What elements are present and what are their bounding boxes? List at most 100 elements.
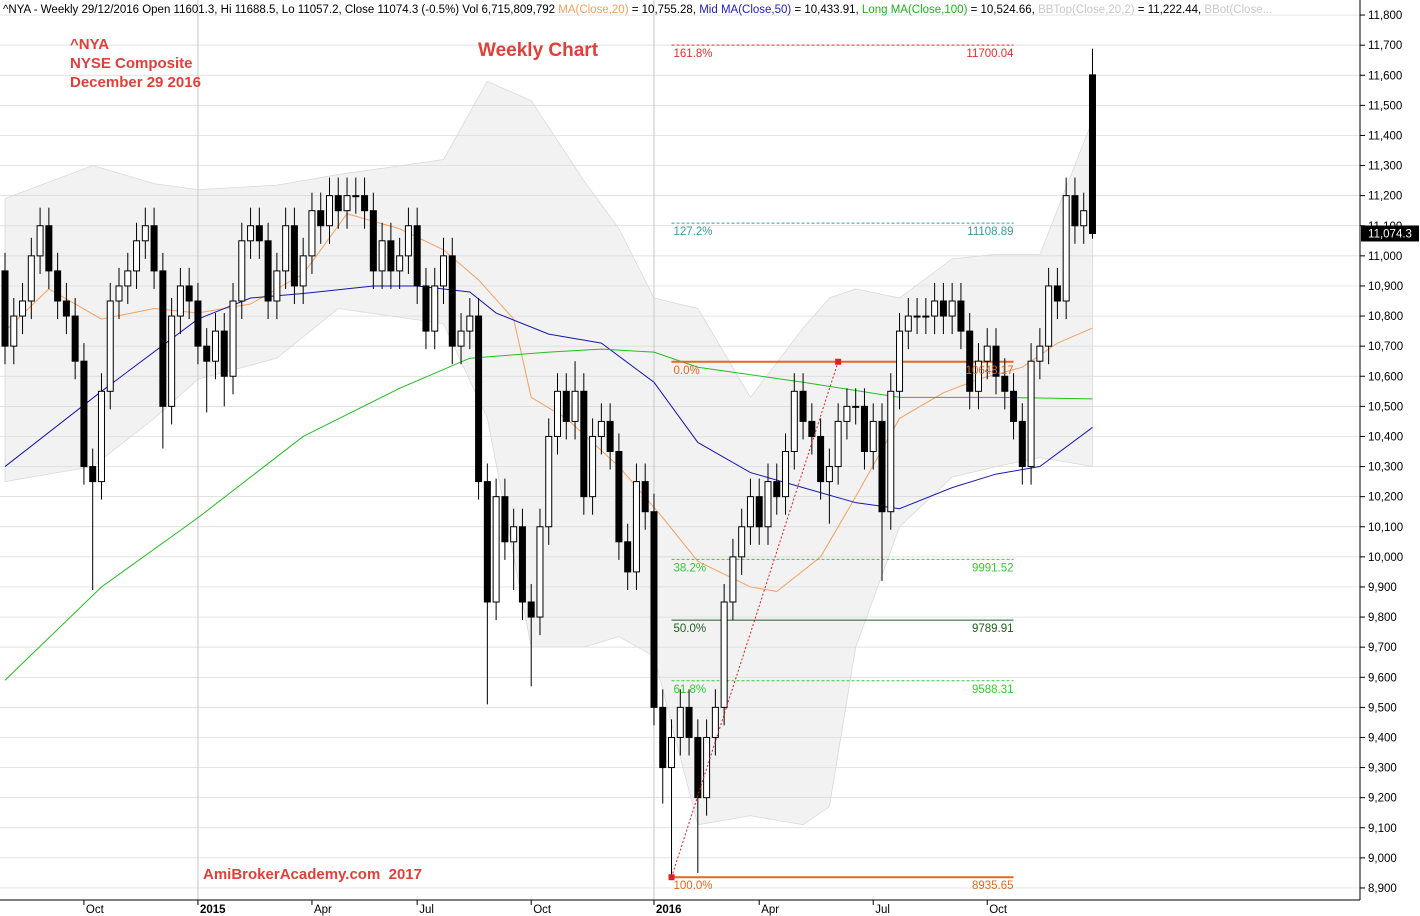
fib-label: 38.2% <box>674 562 707 574</box>
candle-body <box>694 736 702 799</box>
candle-body <box>939 300 947 317</box>
fib-value: 9789.91 <box>972 623 1014 635</box>
candle-body <box>597 420 605 437</box>
candle-body <box>238 240 246 302</box>
candle-body <box>852 405 860 408</box>
candle-body <box>957 300 965 332</box>
candle-body <box>773 481 781 498</box>
candle-body <box>1062 195 1070 302</box>
fib-label: 0.0% <box>674 365 700 377</box>
candle-body <box>580 390 588 498</box>
x-tick-label: 2015 <box>200 904 226 916</box>
y-tick-label: 10,800 <box>1368 311 1403 323</box>
candle-body <box>378 240 386 272</box>
y-tick-label: 11,800 <box>1368 10 1402 22</box>
y-tick-label: 11,300 <box>1368 161 1402 173</box>
candle-body <box>255 225 263 242</box>
candle-body <box>834 420 842 468</box>
trend-point <box>668 874 675 881</box>
candle-body <box>904 315 912 332</box>
candle-body <box>133 240 141 272</box>
y-tick-label: 9,400 <box>1368 732 1397 744</box>
candle-body <box>974 360 982 392</box>
candle-body <box>396 255 404 272</box>
y-tick-label: 9,000 <box>1368 853 1397 865</box>
y-tick-label: 9,200 <box>1368 793 1397 805</box>
candle-body <box>896 330 904 392</box>
candle-body <box>1088 74 1096 234</box>
candle-body <box>1080 210 1088 227</box>
candle-body <box>457 330 465 347</box>
trend-point <box>835 358 842 365</box>
candle-body <box>606 420 614 453</box>
fib-value: 8935.65 <box>972 880 1014 892</box>
fib-label: 50.0% <box>674 623 707 635</box>
candle-body <box>220 330 228 377</box>
candle-body <box>203 345 211 362</box>
y-tick-label: 9,500 <box>1368 702 1397 714</box>
y-tick-label: 11,400 <box>1368 130 1402 142</box>
candle-layer <box>1 48 1096 876</box>
candle-body <box>194 300 202 347</box>
last-price-label: 11,074.3 <box>1368 228 1412 240</box>
candle-body <box>45 225 53 272</box>
candle-body <box>352 195 360 198</box>
candle-body <box>361 195 369 212</box>
y-tick-label: 11,200 <box>1368 191 1402 203</box>
annotation-layer: 161.8% 11700.04 127.2% 11108.89 0.0% 10648.17… <box>668 48 1014 892</box>
chart-title: Weekly Chart <box>478 40 599 61</box>
candle-body <box>501 496 509 543</box>
candle-body <box>150 225 158 272</box>
y-tick-label: 10,400 <box>1368 431 1403 443</box>
candle-body <box>290 225 298 287</box>
candle-body <box>527 601 535 618</box>
candle-body <box>860 405 868 453</box>
candle-body <box>466 315 474 332</box>
candle-body <box>334 195 342 212</box>
candle-body <box>483 481 491 603</box>
candle-body <box>913 315 921 318</box>
header-part: = 10,755.28, <box>629 4 700 16</box>
header-part: = 10,524.66, <box>967 4 1038 16</box>
x-tick-label: Apr <box>314 904 332 916</box>
candle-body <box>545 435 553 528</box>
candle-body <box>659 706 667 769</box>
candle-body <box>887 390 895 513</box>
last-price-box <box>1361 225 1419 242</box>
candle-body <box>536 526 544 618</box>
candle-body <box>282 225 290 272</box>
y-tick-label: 9,700 <box>1368 642 1397 654</box>
x-tick-label: Apr <box>761 904 779 916</box>
header-part: MA(Close,20) <box>558 4 628 16</box>
candle-body <box>185 285 193 302</box>
fib-value: 9991.52 <box>972 562 1014 574</box>
candle-body <box>229 300 237 377</box>
candle-body <box>404 225 412 257</box>
candle-body <box>755 496 763 528</box>
fib-label: 100.0% <box>674 880 713 892</box>
candle-body <box>711 706 719 738</box>
y-tick-label: 8,900 <box>1368 883 1397 895</box>
header-part: Mid MA(Close,50) <box>699 4 791 16</box>
y-tick-label: 11,500 <box>1368 100 1402 112</box>
candle-body <box>106 300 114 392</box>
candle-body <box>571 390 579 422</box>
candle-body <box>1001 375 1009 392</box>
candle-body <box>720 601 728 708</box>
candle-body <box>308 210 316 257</box>
candle-body <box>1045 285 1053 347</box>
x-tick-label: Jul <box>419 904 434 916</box>
candle-body <box>54 270 62 302</box>
fib-value: 11700.04 <box>966 48 1014 60</box>
fib-value: 9588.31 <box>972 684 1014 696</box>
candle-body <box>247 225 255 242</box>
x-tick-label: 2016 <box>656 904 682 916</box>
candle-body <box>448 255 456 347</box>
candle-body <box>97 390 105 483</box>
candle-body <box>343 195 351 212</box>
candle-body <box>369 210 377 272</box>
candle-body <box>492 496 500 603</box>
candle-body <box>825 466 833 483</box>
candle-body <box>168 315 176 407</box>
